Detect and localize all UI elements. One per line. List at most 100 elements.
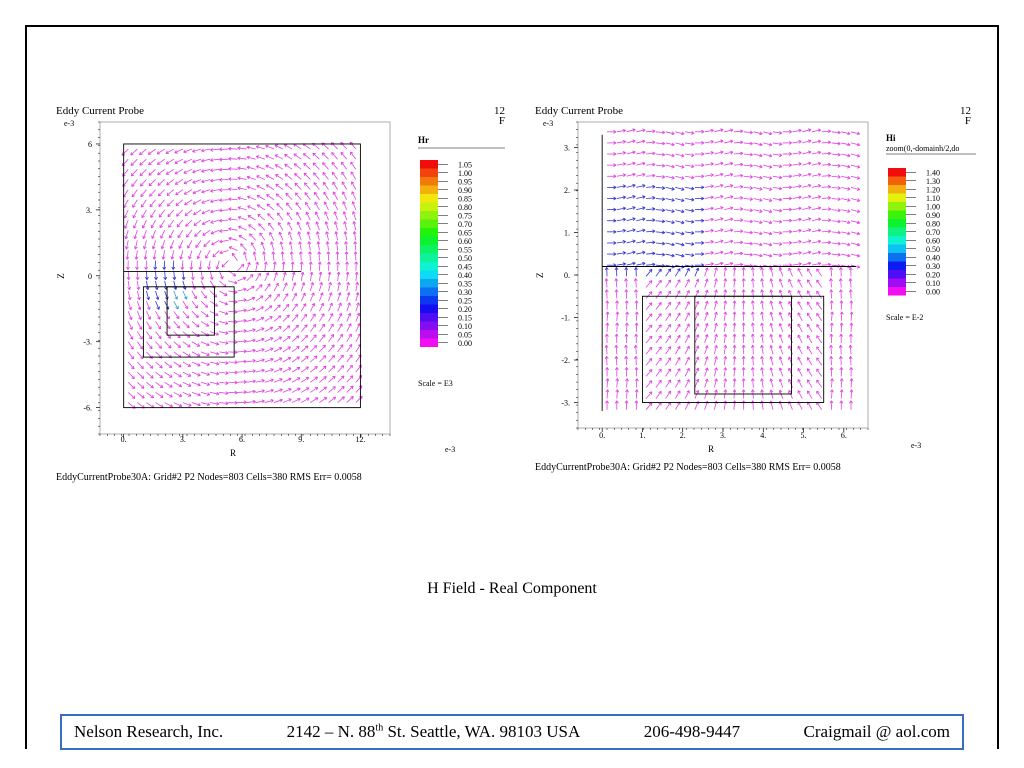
field-arrowhead — [128, 306, 133, 311]
field-arrow — [797, 390, 803, 399]
field-arrow — [816, 368, 823, 377]
field-arrow — [146, 290, 150, 300]
field-arrowhead — [250, 242, 255, 246]
field-arrow — [146, 402, 155, 409]
field-arrow — [792, 163, 802, 166]
field-arrowhead — [686, 345, 690, 350]
field-arrowhead — [797, 267, 801, 272]
field-arrow — [165, 148, 174, 154]
field-arrowhead — [192, 149, 196, 153]
field-arrow — [821, 230, 831, 233]
field-arrowhead — [632, 139, 636, 144]
field-arrowhead — [788, 252, 792, 256]
field-arrow — [788, 278, 793, 288]
field-arrow — [704, 196, 714, 199]
field-arrowhead — [797, 390, 801, 394]
field-arrow — [704, 263, 714, 266]
field-arrow — [284, 163, 293, 170]
field-arrow — [763, 142, 773, 146]
field-arrowhead — [710, 151, 714, 155]
field-arrowhead — [714, 378, 718, 382]
field-arrowhead — [729, 195, 734, 199]
field-arrow — [160, 230, 166, 239]
field-arrow — [355, 292, 359, 302]
field-arrow — [807, 290, 813, 299]
field-arrowhead — [283, 144, 288, 148]
field-arrowhead — [847, 242, 851, 247]
x-tick-label: 5. — [801, 431, 807, 440]
field-arrow — [191, 280, 196, 290]
field-arrow — [753, 131, 763, 135]
field-arrowhead — [243, 359, 247, 364]
field-arrowhead — [614, 344, 619, 349]
field-arrow — [724, 196, 734, 199]
field-arrowhead — [732, 344, 737, 349]
legend-swatch — [420, 279, 438, 288]
field-arrowhead — [740, 251, 744, 256]
field-arrow — [797, 345, 803, 355]
field-arrow — [733, 141, 743, 144]
field-arrowhead — [202, 232, 206, 236]
field-arrowhead — [252, 399, 256, 404]
field-arrowhead — [614, 278, 619, 282]
field-arrow — [772, 209, 782, 212]
field-arrowhead — [215, 341, 220, 346]
field-arrow — [779, 334, 784, 344]
field-arrowhead — [817, 250, 822, 255]
field-arrow — [346, 364, 353, 373]
field-arrow — [704, 152, 714, 155]
field-arrowhead — [323, 191, 327, 196]
field-arrowhead — [817, 139, 822, 144]
field-arrow — [850, 311, 853, 321]
field-arrowhead — [714, 311, 718, 316]
field-arrow — [237, 361, 247, 363]
field-arrowhead — [240, 263, 245, 268]
field-arrowhead — [788, 323, 792, 327]
field-arrow — [636, 185, 646, 188]
footer-address: 2142 – N. 88th St. Seattle, WA. 98103 US… — [286, 722, 581, 741]
field-arrow — [606, 389, 609, 399]
field-arrowhead — [632, 250, 636, 255]
field-arrowhead — [124, 225, 128, 229]
field-arrowhead — [341, 385, 345, 390]
field-arrow — [770, 311, 774, 321]
field-arrow — [811, 129, 821, 133]
field-arrow — [821, 130, 831, 133]
field-arrow — [291, 282, 296, 292]
field-arrowhead — [847, 142, 851, 147]
field-arrowhead — [837, 219, 841, 224]
field-arrowhead — [632, 261, 636, 266]
field-arrowhead — [174, 170, 179, 175]
field-arrow — [301, 387, 310, 393]
field-arrow — [310, 334, 317, 342]
field-arrow — [298, 231, 302, 241]
field-arrowhead — [613, 129, 617, 134]
field-arrow — [830, 345, 832, 355]
field-arrow — [162, 250, 166, 260]
field-arrow — [802, 262, 812, 266]
field-arrow — [340, 151, 348, 160]
field-arrow — [831, 378, 833, 388]
field-arrow — [246, 307, 256, 312]
footer-email: Craigmail @ aol.com — [803, 722, 950, 741]
field-arrow — [259, 232, 266, 241]
field-arrow — [264, 283, 271, 292]
field-arrow — [331, 152, 338, 160]
field-arrow — [210, 341, 219, 345]
field-arrowhead — [604, 344, 609, 349]
field-arrowhead — [343, 231, 348, 235]
geometry-outline — [641, 295, 825, 403]
field-arrow — [704, 300, 708, 310]
field-arrowhead — [154, 286, 159, 290]
legend-value: 1.20 — [926, 185, 940, 194]
field-arrowhead — [269, 316, 273, 320]
field-arrowhead — [605, 333, 609, 337]
field-arrowhead — [652, 262, 656, 267]
field-arrow — [807, 379, 813, 388]
field-arrowhead — [228, 217, 232, 222]
field-arrowhead — [732, 333, 737, 337]
field-arrow — [850, 198, 860, 202]
field-arrowhead — [788, 345, 792, 349]
field-arrow — [155, 300, 160, 310]
field-arrow — [626, 129, 636, 133]
